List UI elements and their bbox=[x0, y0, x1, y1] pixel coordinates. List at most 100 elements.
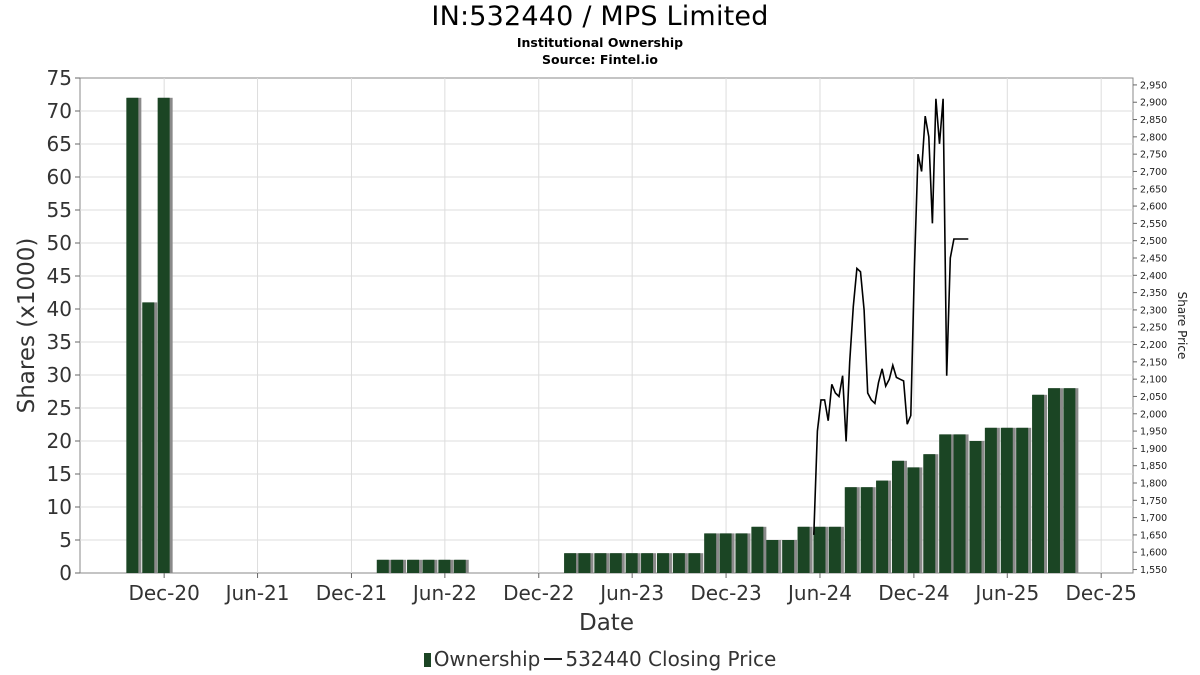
legend-ownership-label: Ownership bbox=[433, 647, 541, 671]
legend-price-label: 532440 Closing Price bbox=[565, 647, 777, 671]
y2-tick-label: 2,950 bbox=[1140, 80, 1167, 91]
ownership-bar bbox=[594, 553, 607, 573]
chart-title: IN:532440 / MPS Limited bbox=[431, 1, 769, 32]
y2-tick-label: 2,900 bbox=[1140, 98, 1167, 109]
y-tick-label: 35 bbox=[47, 330, 72, 354]
y2-tick-label: 2,600 bbox=[1140, 202, 1167, 213]
ownership-bar bbox=[984, 427, 997, 573]
y-tick-label: 65 bbox=[47, 132, 72, 156]
y-tick-label: 40 bbox=[47, 297, 72, 321]
ownership-bar bbox=[939, 434, 952, 573]
chart-subtitle: Institutional Ownership bbox=[516, 35, 684, 50]
x-tick-label: Jun-21 bbox=[224, 581, 290, 605]
y2-tick-label: 2,000 bbox=[1140, 409, 1167, 420]
y-tick-label: 20 bbox=[47, 429, 72, 453]
ownership-bar bbox=[813, 526, 826, 573]
ownership-bar bbox=[1016, 427, 1029, 573]
ownership-chart: 0 5 10 15 20 25 30 35 40 45 50 55 60 65 70 75 1,550 1,600… bbox=[14, 66, 1189, 636]
y2-tick-label: 2,200 bbox=[1140, 340, 1167, 351]
ownership-bar bbox=[969, 441, 982, 573]
chart-source: Source: Fintel.io bbox=[542, 52, 658, 67]
x-tick-label: Dec-24 bbox=[878, 581, 949, 605]
ownership-bar bbox=[923, 454, 936, 573]
x-tick-label: Dec-20 bbox=[128, 581, 199, 605]
ownership-bar bbox=[688, 553, 701, 573]
x-tick-label: Jun-24 bbox=[786, 581, 852, 605]
y-tick-label: 30 bbox=[47, 363, 72, 387]
ownership-bar bbox=[609, 553, 622, 573]
y2-tick-label: 1,850 bbox=[1140, 461, 1167, 472]
y2-tick-label: 2,750 bbox=[1140, 150, 1167, 161]
y2-tick-label: 2,300 bbox=[1140, 305, 1167, 316]
y-tick-label: 45 bbox=[47, 264, 72, 288]
ownership-bar bbox=[157, 97, 170, 574]
ownership-bar bbox=[625, 553, 638, 573]
y2-tick-label: 1,900 bbox=[1140, 444, 1167, 455]
ownership-bar bbox=[672, 553, 685, 573]
x-axis-title: Date bbox=[579, 610, 634, 636]
ownership-bar bbox=[844, 487, 857, 573]
price-line bbox=[813, 98, 969, 535]
y2-tick-label: 1,950 bbox=[1140, 427, 1167, 438]
ownership-bar bbox=[891, 460, 904, 573]
y-tick-label: 55 bbox=[47, 198, 72, 222]
y2-tick-label: 2,100 bbox=[1140, 375, 1167, 386]
y-tick-label: 5 bbox=[59, 528, 72, 552]
y-tick-label: 70 bbox=[47, 99, 72, 123]
legend: Ownership 532440 Closing Price bbox=[0, 647, 1200, 671]
y2-tick-label: 2,850 bbox=[1140, 115, 1167, 126]
ownership-bar bbox=[797, 526, 810, 573]
y2-tick-label: 2,650 bbox=[1140, 184, 1167, 195]
ownership-bar bbox=[876, 480, 889, 573]
ownership-bar bbox=[907, 467, 920, 573]
ownership-bar bbox=[704, 533, 717, 573]
y2-tick-label: 2,250 bbox=[1140, 323, 1167, 334]
y2-tick-label: 2,050 bbox=[1140, 392, 1167, 403]
y2-tick-label: 1,600 bbox=[1140, 548, 1167, 559]
x-tick-label: Dec-21 bbox=[316, 581, 387, 605]
y2-tick-label: 1,700 bbox=[1140, 513, 1167, 524]
x-tick-label: Dec-22 bbox=[503, 581, 574, 605]
y2-tick-label: 1,550 bbox=[1140, 565, 1167, 576]
y-tick-label: 25 bbox=[47, 396, 72, 420]
y-tick-label: 15 bbox=[47, 462, 72, 486]
y2-tick-label: 2,700 bbox=[1140, 167, 1167, 178]
ownership-bar bbox=[142, 302, 155, 573]
y2-tick-label: 2,450 bbox=[1140, 254, 1167, 265]
y-axis-title: Shares (x1000) bbox=[14, 238, 40, 414]
ownership-bar bbox=[735, 533, 748, 573]
y-tick-label: 50 bbox=[47, 231, 72, 255]
ownership-bar bbox=[782, 540, 795, 573]
x-tick-label: Jun-25 bbox=[973, 581, 1039, 605]
ownership-bar bbox=[391, 559, 404, 573]
ownership-bar bbox=[719, 533, 732, 573]
y2-axis-title: Share Price bbox=[1175, 292, 1189, 360]
ownership-bar bbox=[751, 526, 764, 573]
y2-tick-label: 2,400 bbox=[1140, 271, 1167, 282]
y2-tick-label: 2,350 bbox=[1140, 288, 1167, 299]
y-tick-label: 10 bbox=[47, 495, 72, 519]
ownership-bar bbox=[578, 553, 591, 573]
x-tick-label: Jun-22 bbox=[411, 581, 477, 605]
legend-line-swatch bbox=[544, 658, 563, 660]
ownership-bar bbox=[564, 553, 577, 573]
ownership-bar bbox=[766, 540, 779, 573]
ownership-bar bbox=[1047, 388, 1060, 573]
ownership-bar bbox=[828, 526, 841, 573]
ownership-bar bbox=[438, 559, 451, 573]
y-tick-label: 75 bbox=[47, 66, 72, 90]
y2-tick-label: 2,800 bbox=[1140, 132, 1167, 143]
ownership-bar bbox=[453, 559, 466, 573]
legend-bar-swatch bbox=[423, 653, 431, 667]
y2-tick-label: 1,650 bbox=[1140, 530, 1167, 541]
y2-tick-label: 2,150 bbox=[1140, 357, 1167, 368]
ownership-bar bbox=[422, 559, 435, 573]
ownership-bar bbox=[641, 553, 654, 573]
x-tick-label: Dec-23 bbox=[690, 581, 761, 605]
x-tick-label: Dec-25 bbox=[1065, 581, 1136, 605]
ownership-bar bbox=[860, 487, 873, 573]
y2-tick-label: 2,550 bbox=[1140, 219, 1167, 230]
ownership-bar bbox=[376, 559, 389, 573]
ownership-bar bbox=[656, 553, 669, 573]
ownership-bar bbox=[1063, 388, 1076, 573]
